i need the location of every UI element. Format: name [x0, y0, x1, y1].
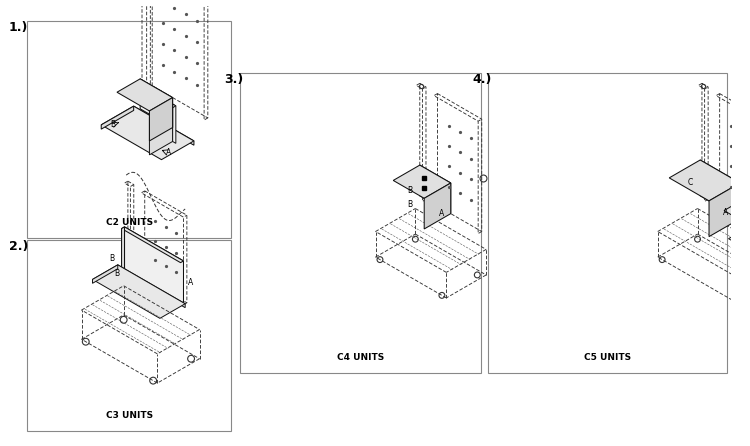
- Polygon shape: [700, 160, 740, 219]
- Polygon shape: [117, 79, 172, 111]
- Polygon shape: [149, 104, 176, 119]
- Text: B: B: [110, 254, 115, 263]
- Polygon shape: [140, 79, 172, 128]
- Polygon shape: [124, 227, 184, 305]
- Polygon shape: [118, 265, 185, 308]
- Polygon shape: [240, 73, 481, 373]
- Text: C: C: [0, 445, 1, 446]
- Polygon shape: [709, 183, 740, 237]
- Polygon shape: [101, 106, 194, 160]
- Text: A: A: [722, 208, 728, 217]
- Polygon shape: [742, 239, 750, 255]
- Polygon shape: [122, 227, 184, 263]
- Polygon shape: [424, 183, 451, 229]
- Text: eReplacementParts.com: eReplacementParts.com: [273, 202, 460, 218]
- Text: 3.): 3.): [224, 73, 243, 86]
- Polygon shape: [724, 199, 750, 221]
- Text: 1.): 1.): [9, 21, 28, 34]
- Text: C5 UNITS: C5 UNITS: [584, 353, 632, 362]
- Polygon shape: [134, 106, 194, 145]
- Polygon shape: [669, 160, 740, 201]
- Text: C: C: [687, 178, 692, 187]
- Text: B: B: [114, 269, 119, 278]
- Polygon shape: [101, 106, 134, 129]
- Polygon shape: [742, 210, 750, 246]
- Text: A: A: [440, 209, 445, 218]
- Polygon shape: [27, 240, 231, 431]
- Text: 2.): 2.): [9, 240, 28, 253]
- Polygon shape: [27, 21, 231, 238]
- Text: 4.): 4.): [472, 73, 491, 86]
- Polygon shape: [420, 165, 451, 214]
- Polygon shape: [92, 265, 118, 283]
- Polygon shape: [728, 231, 750, 246]
- Polygon shape: [742, 231, 750, 247]
- Text: B: B: [406, 200, 412, 209]
- Polygon shape: [122, 227, 124, 273]
- Polygon shape: [393, 165, 451, 198]
- Polygon shape: [149, 104, 172, 155]
- Text: A: A: [166, 149, 172, 157]
- Text: A: A: [188, 278, 194, 287]
- Text: C4 UNITS: C4 UNITS: [337, 353, 384, 362]
- Text: B: B: [111, 120, 116, 129]
- Polygon shape: [149, 98, 172, 141]
- Text: B: B: [749, 235, 750, 244]
- Text: C2 UNITS: C2 UNITS: [106, 219, 153, 227]
- Polygon shape: [743, 199, 750, 235]
- Polygon shape: [172, 104, 176, 143]
- Polygon shape: [92, 265, 185, 318]
- Text: B: B: [406, 186, 412, 194]
- Polygon shape: [488, 73, 728, 373]
- Text: C3 UNITS: C3 UNITS: [106, 412, 153, 421]
